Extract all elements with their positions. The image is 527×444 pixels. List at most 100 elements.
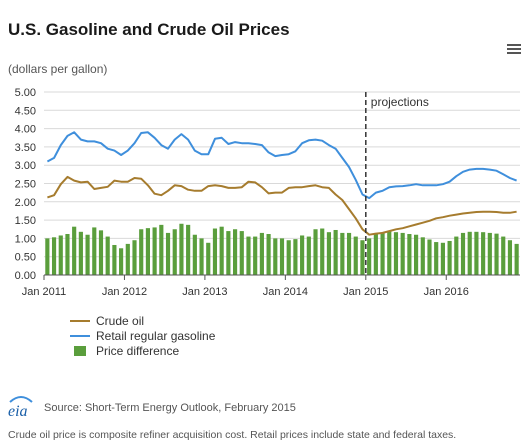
legend-label-crude-oil: Crude oil (96, 313, 145, 328)
price-difference-bar (346, 232, 352, 275)
price-difference-bar (306, 236, 311, 275)
x-tick-label: Jan 2013 (182, 286, 227, 298)
price-difference-bar (447, 240, 452, 275)
price-difference-bar (474, 231, 479, 275)
price-difference-bar (152, 227, 157, 275)
price-difference-bar (159, 224, 164, 275)
x-tick-label: Jan 2011 (22, 286, 66, 298)
price-difference-bar (212, 228, 218, 275)
price-difference-bar (400, 232, 405, 275)
price-difference-bar (132, 240, 137, 275)
price-difference-bar (125, 243, 130, 275)
price-difference-bar (367, 238, 372, 275)
price-difference-bar (353, 236, 358, 275)
source-text: Source: Short-Term Energy Outlook, Febru… (44, 402, 296, 414)
price-difference-bar (507, 240, 513, 275)
y-tick-label: 0.50 (15, 252, 36, 264)
price-lines (46, 131, 517, 236)
price-difference-bar (313, 229, 318, 275)
x-tick-label: Jan 2014 (263, 286, 308, 298)
price-difference-bar (165, 232, 171, 275)
price-chart: 0.00 0.50 1.00 1.50 2.00 2.50 3.00 3.50 4.00 4.50… (15, 87, 520, 298)
price-difference-bar (51, 237, 57, 275)
y-tick-label: 4.50 (15, 105, 36, 117)
price-difference-bar (393, 232, 399, 275)
price-difference-bar (481, 232, 486, 275)
x-tick-label: Jan 2016 (424, 286, 469, 298)
price-difference-bar (494, 233, 499, 275)
price-difference-bar (98, 230, 104, 275)
price-difference-bar (387, 231, 392, 275)
y-tick-label: 1.00 (15, 233, 36, 245)
price-difference-bar (427, 239, 432, 275)
y-tick-label: 3.00 (15, 160, 36, 172)
gasoline-line (46, 131, 517, 200)
price-difference-bar (293, 239, 298, 275)
legend-item-gasoline[interactable]: Retail regular gasoline (70, 328, 215, 343)
price-difference-bar (273, 238, 278, 275)
price-difference-bars (45, 223, 519, 275)
hamburger-menu-icon[interactable] (507, 44, 521, 56)
price-difference-bar (454, 236, 459, 275)
price-difference-bar (407, 234, 412, 275)
price-difference-swatch (74, 345, 86, 356)
y-tick-label: 0.00 (15, 270, 36, 282)
price-difference-bar (514, 243, 519, 275)
price-difference-bar (320, 228, 325, 275)
price-difference-bar (360, 240, 365, 275)
price-difference-bar (58, 235, 63, 275)
price-difference-bar (266, 234, 271, 275)
eia-logo: eia (8, 396, 33, 418)
price-difference-bar (232, 229, 238, 275)
y-tick-label: 2.00 (15, 197, 36, 209)
crude-oil-swatch (70, 319, 90, 322)
price-difference-bar (239, 231, 244, 275)
price-difference-bar (65, 234, 70, 275)
projection-marker: projections (365, 92, 429, 275)
crude-oil-line (47, 175, 517, 236)
x-tick-label: Jan 2012 (102, 286, 147, 298)
price-difference-bar (192, 234, 197, 275)
price-difference-bar (112, 244, 117, 275)
price-difference-bar (45, 238, 50, 275)
price-difference-bar (286, 240, 291, 275)
y-tick-label: 5.00 (15, 87, 36, 99)
legend-item-price-difference[interactable]: Price difference (70, 343, 215, 358)
price-difference-bar (467, 231, 472, 275)
chart-legend: Crude oil Retail regular gasoline Price … (70, 313, 215, 358)
x-axis: Jan 2011 Jan 2012 Jan 2013 Jan 2014 Jan 2015… (22, 274, 520, 298)
price-difference-bar (179, 223, 184, 275)
price-difference-bar (253, 236, 258, 275)
price-difference-bar (72, 226, 77, 275)
price-difference-bar (487, 232, 492, 275)
price-difference-bar (326, 232, 332, 275)
price-difference-bar (414, 234, 419, 275)
price-difference-bar (172, 229, 177, 275)
price-difference-bar (226, 231, 231, 275)
price-difference-bar (78, 231, 83, 275)
price-difference-bar (460, 232, 466, 275)
price-difference-bar (139, 229, 144, 275)
x-tick-label: Jan 2015 (343, 286, 388, 298)
legend-item-crude-oil[interactable]: Crude oil (70, 313, 215, 328)
eia-logo-text: eia (8, 403, 28, 418)
price-difference-bar (206, 242, 211, 275)
price-difference-bar (440, 242, 445, 275)
projection-label: projections (371, 95, 429, 109)
legend-label-gasoline: Retail regular gasoline (96, 328, 216, 343)
gasoline-swatch (70, 334, 90, 337)
price-difference-bar (246, 236, 251, 275)
price-difference-bar (145, 228, 150, 275)
price-difference-bar (300, 235, 305, 275)
price-difference-bar (279, 238, 285, 275)
y-tick-label: 1.50 (15, 215, 36, 227)
price-difference-bar (333, 229, 338, 275)
y-tick-label: 4.00 (15, 124, 36, 136)
price-difference-bar (340, 232, 345, 275)
price-difference-bar (501, 236, 506, 275)
price-difference-bar (380, 232, 385, 275)
price-difference-bar (420, 237, 425, 275)
chart-title: U.S. Gasoline and Crude Oil Prices (8, 20, 290, 39)
y-axis-units: (dollars per gallon) (8, 62, 108, 76)
legend-label-price-difference: Price difference (96, 343, 180, 358)
